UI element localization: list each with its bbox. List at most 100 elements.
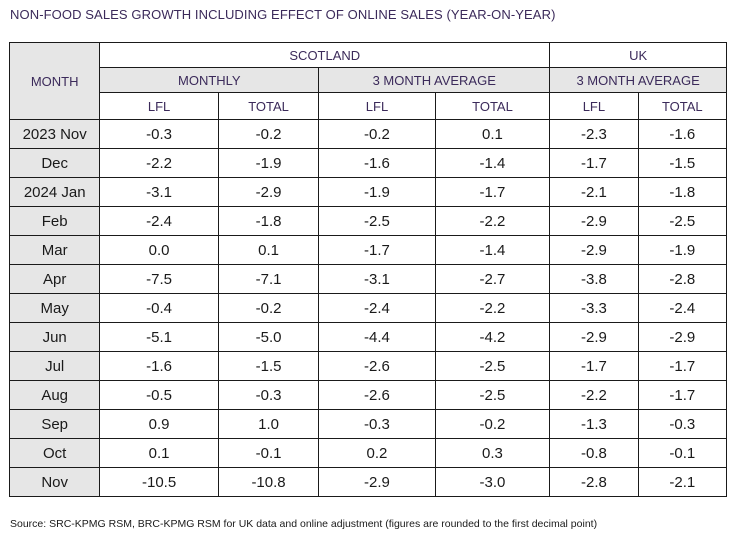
uk-3ma-total-header: TOTAL [637,92,728,120]
value-cell: 0.2 [318,438,436,468]
value-cell: -1.7 [318,235,436,265]
table-row: Jul -1.6 -1.5 -2.6 -2.5 -1.7 -1.7 [8,351,728,381]
scotland-monthly-lfl-header: LFL [99,92,219,120]
value-cell: -1.5 [637,148,728,178]
sales-growth-table: MONTH SCOTLAND UK MONTHLY 3 MONTH AVERAG… [8,42,728,497]
monthly-header: MONTHLY [99,67,320,93]
value-cell: -5.1 [99,322,219,352]
value-cell: -3.1 [318,264,436,294]
value-cell: -4.2 [434,322,551,352]
month-cell: Mar [8,235,101,265]
value-cell: -0.1 [217,438,320,468]
value-cell: -2.2 [99,148,219,178]
value-cell: -2.1 [637,467,728,497]
value-cell: -3.3 [549,293,639,323]
value-cell: -0.5 [99,380,219,410]
value-cell: -10.8 [217,467,320,497]
table-row: Dec -2.2 -1.9 -1.6 -1.4 -1.7 -1.5 [8,148,728,178]
value-cell: 0.1 [217,235,320,265]
value-cell: -2.2 [434,206,551,236]
value-cell: -1.9 [637,235,728,265]
table-row: Nov -10.5 -10.8 -2.9 -3.0 -2.8 -2.1 [8,467,728,497]
value-cell: 0.9 [99,409,219,439]
scotland-header: SCOTLAND [99,42,551,68]
value-cell: -2.2 [549,380,639,410]
value-cell: -3.8 [549,264,639,294]
value-cell: -1.7 [549,351,639,381]
table-row: Oct 0.1 -0.1 0.2 0.3 -0.8 -0.1 [8,438,728,468]
value-cell: -2.9 [318,467,436,497]
value-cell: -4.4 [318,322,436,352]
source-note: Source: SRC-KPMG RSM, BRC-KPMG RSM for U… [10,518,598,530]
table-row: Feb -2.4 -1.8 -2.5 -2.2 -2.9 -2.5 [8,206,728,236]
value-cell: -0.3 [637,409,728,439]
scotland-3ma-total-header: TOTAL [434,92,551,120]
table-row: Apr -7.5 -7.1 -3.1 -2.7 -3.8 -2.8 [8,264,728,294]
month-cell: Dec [8,148,101,178]
value-cell: -0.1 [637,438,728,468]
value-cell: -1.9 [318,177,436,207]
month-cell: Nov [8,467,101,497]
table-title: NON-FOOD SALES GROWTH INCLUDING EFFECT O… [10,7,556,22]
uk-3ma-lfl-header: LFL [549,92,639,120]
value-cell: -1.7 [637,380,728,410]
value-cell: -3.1 [99,177,219,207]
value-cell: -1.7 [434,177,551,207]
value-cell: -0.3 [318,409,436,439]
value-cell: -2.4 [637,293,728,323]
value-cell: -2.2 [434,293,551,323]
month-cell: Oct [8,438,101,468]
table-row: Sep 0.9 1.0 -0.3 -0.2 -1.3 -0.3 [8,409,728,439]
value-cell: -2.8 [549,467,639,497]
month-cell: Jul [8,351,101,381]
value-cell: 1.0 [217,409,320,439]
table-row: Mar 0.0 0.1 -1.7 -1.4 -2.9 -1.9 [8,235,728,265]
value-cell: -2.5 [318,206,436,236]
value-cell: 0.3 [434,438,551,468]
value-cell: -1.6 [318,148,436,178]
value-cell: -2.4 [99,206,219,236]
value-cell: -7.1 [217,264,320,294]
value-cell: -7.5 [99,264,219,294]
table-body: 2023 Nov -0.3 -0.2 -0.2 0.1 -2.3 -1.6 Dec -2.2-… [8,119,728,497]
value-cell: -0.8 [549,438,639,468]
month-cell: May [8,293,101,323]
value-cell: -2.9 [637,322,728,352]
value-cell: -1.4 [434,148,551,178]
value-cell: -1.8 [217,206,320,236]
value-cell: -2.9 [217,177,320,207]
table-row: May -0.4 -0.2 -2.4 -2.2 -3.3 -2.4 [8,293,728,323]
uk-header: UK [549,42,727,68]
value-cell: -2.1 [549,177,639,207]
value-cell: -2.9 [549,322,639,352]
value-cell: -2.5 [434,351,551,381]
month-cell: Jun [8,322,101,352]
value-cell: -3.0 [434,467,551,497]
value-cell: 0.1 [434,119,551,149]
value-cell: -0.2 [434,409,551,439]
value-cell: -2.4 [318,293,436,323]
value-cell: -1.8 [637,177,728,207]
value-cell: -1.5 [217,351,320,381]
uk-3-month-average-header: 3 MONTH AVERAGE [549,67,727,93]
value-cell: 0.0 [99,235,219,265]
value-cell: -2.5 [637,206,728,236]
value-cell: -1.7 [637,351,728,381]
scotland-monthly-total-header: TOTAL [217,92,320,120]
value-cell: -0.3 [217,380,320,410]
value-cell: -2.6 [318,351,436,381]
month-cell: Feb [8,206,101,236]
scotland-3-month-average-header: 3 MONTH AVERAGE [318,67,551,93]
table-row: 2023 Nov -0.3 -0.2 -0.2 0.1 -2.3 -1.6 [8,119,728,149]
table-row: Jun -5.1 -5.0 -4.4 -4.2 -2.9 -2.9 [8,322,728,352]
value-cell: -1.7 [549,148,639,178]
value-cell: -2.5 [434,380,551,410]
value-cell: -2.3 [549,119,639,149]
table-row: Aug -0.5 -0.3 -2.6 -2.5 -2.2 -1.7 [8,380,728,410]
scotland-3ma-lfl-header: LFL [318,92,436,120]
value-cell: 0.1 [99,438,219,468]
month-header: MONTH [8,42,101,120]
value-cell: -0.4 [99,293,219,323]
value-cell: -2.9 [549,206,639,236]
month-cell: Aug [8,380,101,410]
